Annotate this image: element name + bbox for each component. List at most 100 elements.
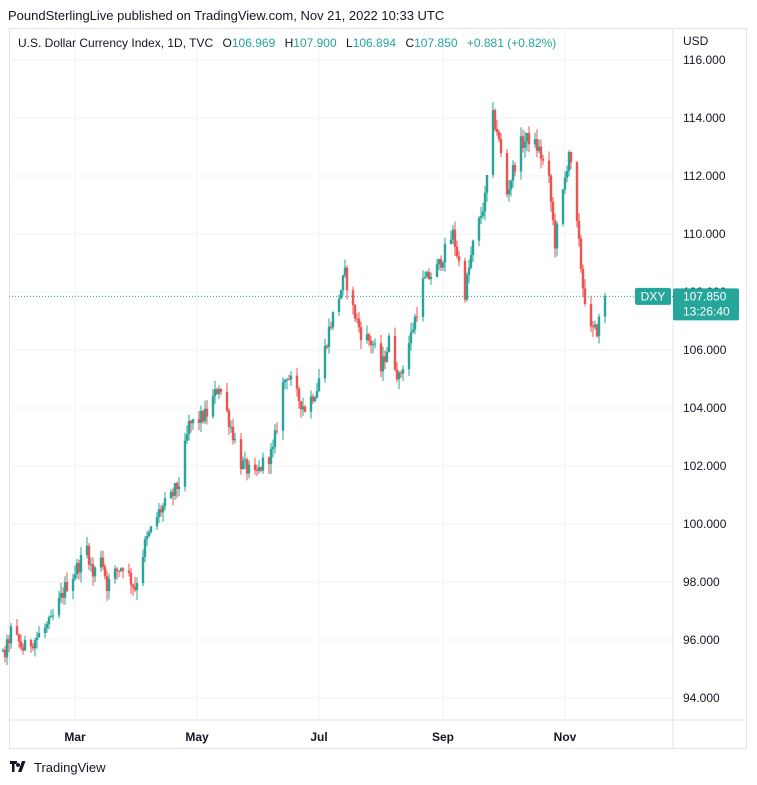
candle-body [201,410,205,422]
candle-body [225,391,229,411]
footer-brand[interactable]: TradingView [10,760,106,775]
legend-open: 106.969 [231,36,276,50]
candle-body [385,351,389,362]
y-tick-label: 98.000 [683,575,720,589]
candle-body [163,498,167,507]
candle-body [453,229,457,247]
candle-body [17,634,21,642]
candle-body [533,139,537,145]
legend-low: 106.894 [352,36,397,50]
candle-body [205,408,209,417]
candle-body [495,129,499,133]
candle-body [393,335,397,370]
candle-body [229,426,233,428]
candle-body [3,649,7,658]
candle-body [231,426,235,441]
legend-high: 107.900 [293,36,337,50]
candle-body [101,557,105,567]
candle-body [169,491,173,499]
candle-body [463,260,467,300]
candle-body [47,617,51,625]
candle-body [269,448,273,465]
y-tick-label: 112.000 [683,169,726,183]
candle-body [343,267,347,276]
candle-body [241,460,245,470]
candle-body [549,175,553,202]
tradingview-logo-icon [10,760,26,772]
x-tick-label: Mar [64,730,86,744]
symbol-tag [635,287,671,305]
candle-body [187,420,191,435]
candle-body [211,396,215,417]
candle-body [505,153,509,195]
y-tick-label: 94.000 [683,691,720,705]
candle-body [121,568,125,571]
candle-body [337,298,341,312]
candle-body [199,410,203,423]
candle-body [285,379,289,381]
candle-body [443,243,447,263]
candle-body [275,430,279,432]
candle-body [297,388,301,402]
currency-label: USD [683,34,709,48]
y-tick-label: 110.000 [683,227,726,241]
candle-body [149,526,153,533]
candle-body [521,136,525,148]
candle-body [135,583,139,591]
candle-body [57,597,61,616]
candle-body [467,267,471,275]
candle-body [51,615,55,617]
price-tag [673,288,739,321]
candle-body [367,334,371,341]
candle-body [79,555,83,573]
candle-body [399,372,403,374]
candle-body [603,296,607,317]
candle-body [197,419,201,423]
y-tick-label: 114.000 [683,111,726,125]
candle-body [115,568,119,571]
legend-high-label: H [284,36,294,50]
candle-body [185,434,189,441]
candle-body [551,201,555,221]
candle-body [413,316,417,330]
chart-frame [9,28,747,749]
candle-body [591,326,595,328]
candle-body [563,177,567,190]
candle-body [435,264,439,278]
candle-body [383,356,387,362]
candle-body [507,189,511,195]
candle-body [451,229,455,240]
y-tick-label: 104.000 [683,401,727,415]
candle-body [141,556,145,584]
candle-body [339,290,343,299]
candle-body [345,267,349,291]
legend-change: +0.881 (+0.82%) [466,36,557,50]
candle-body [359,327,363,341]
footer-brand-label: TradingView [34,760,106,775]
candle-body [219,388,223,392]
y-tick-label: 102.000 [683,459,727,473]
candle-body [107,578,111,591]
candle-body [215,389,219,395]
candle-body [593,324,597,328]
candle-body [449,239,453,244]
candle-body [537,146,541,151]
candle-body [89,564,93,566]
price-tag-countdown: 13:26:40 [683,304,730,318]
candle-body [493,110,497,130]
legend-low-label: L [346,36,353,50]
candle-body [539,146,543,159]
candle-body [409,332,413,344]
candle-body [9,626,13,644]
x-tick-label: Nov [554,730,577,744]
candles [1,102,607,666]
legend-close-label: C [405,36,415,50]
candle-body [423,277,427,279]
candle-body [373,343,377,345]
candle-body [161,506,165,513]
candle-body [479,216,483,218]
candle-body [113,568,117,579]
candle-body [233,439,237,441]
candle-body [295,375,299,389]
